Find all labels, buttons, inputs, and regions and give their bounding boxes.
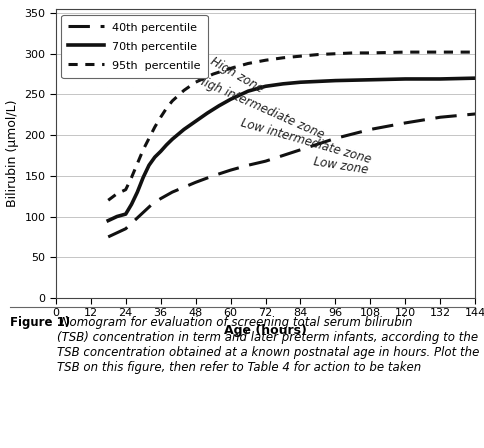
Y-axis label: Bilirubin (μmol/L): Bilirubin (μmol/L) — [6, 100, 19, 207]
Text: Figure 1): Figure 1) — [10, 316, 70, 329]
Legend: 40th percentile, 70th percentile, 95th  percentile: 40th percentile, 70th percentile, 95th p… — [61, 14, 207, 78]
Text: Nomogram for evaluation of screening total serum bilirubin
(TSB) concentration i: Nomogram for evaluation of screening tot… — [57, 316, 479, 374]
Text: High zone: High zone — [207, 55, 265, 95]
Text: Low zone: Low zone — [312, 155, 369, 177]
Text: Low intermediate zone: Low intermediate zone — [239, 117, 372, 167]
X-axis label: Age (hours): Age (hours) — [224, 324, 306, 337]
Text: High intermediate zone: High intermediate zone — [193, 73, 325, 142]
